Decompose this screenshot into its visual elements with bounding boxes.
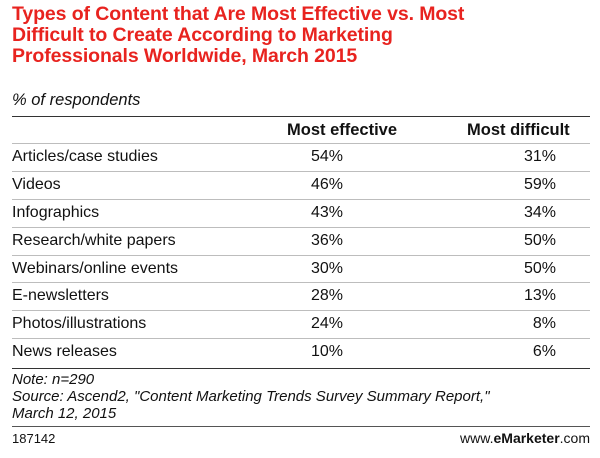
cell-most-effective: 24% [310,315,344,333]
row-label: Articles/case studies [12,148,158,165]
cell-most-effective: 54% [310,148,344,165]
row-label: Research/white papers [12,231,176,249]
table-row: Photos/illustrations 24% 8% [12,310,590,338]
cell-most-difficult: 31% [523,148,556,165]
row-label: Videos [12,175,61,193]
top-rule [12,116,590,117]
cell-most-difficult: 8% [532,315,556,333]
brand-logo: www.eMarketer.com [460,430,590,446]
cell-most-difficult: 50% [523,259,556,277]
cell-most-difficult: 34% [523,203,556,221]
brand-prefix: www. [460,430,494,446]
cell-most-effective: 36% [310,231,344,249]
brand-suffix: .com [559,430,590,446]
cell-most-effective: 46% [310,175,344,193]
row-label: Webinars/online events [12,259,179,277]
cell-most-difficult: 59% [523,175,556,193]
cell-most-difficult: 13% [523,287,556,305]
table-row: News releases 10% 6% [12,338,590,366]
table-row: Infographics 43% 34% [12,198,590,227]
table-row: Videos 46% 59% [12,170,590,199]
title-line-1: Types of Content that Are Most Effective… [12,3,465,25]
table-row: Articles/case studies 54% 31% [12,143,590,171]
chart-notes: Note: n=290 Source: Ascend2, "Content Ma… [12,371,587,422]
cell-most-difficult: 6% [532,343,556,361]
cell-most-effective: 28% [310,287,344,305]
footer-rule [12,426,590,427]
bottom-rule [12,368,590,369]
cell-most-effective: 10% [310,343,344,361]
note-sample: Note: n=290 [12,371,95,388]
brand-name: Marketer [501,430,560,446]
cell-most-effective: 30% [310,259,344,277]
table-row: Research/white papers 36% 50% [12,226,590,255]
row-label: Photos/illustrations [12,315,147,333]
chart-title: Types of Content that Are Most Effective… [12,4,592,67]
title-line-3: Professionals Worldwide, March 2015 [12,45,358,67]
table-row: E-newsletters 28% 13% [12,282,590,310]
table-body: Articles/case studies 54% 31% Videos 46% 59% I… [12,143,590,366]
chart-subtitle: % of respondents [12,91,141,109]
note-date: March 12, 2015 [12,405,117,422]
row-label: News releases [12,343,117,361]
cell-most-effective: 43% [310,203,344,221]
note-source: Source: Ascend2, "Content Marketing Tren… [12,388,490,405]
row-label: Infographics [12,203,100,221]
table-row: Webinars/online events 30% 50% [12,254,590,283]
column-header-most-difficult: Most difficult [467,121,570,139]
chart-id: 187142 [12,431,56,446]
cell-most-difficult: 50% [523,231,556,249]
column-header-most-effective: Most effective [287,121,398,139]
table-header: Most effective Most difficult [12,117,590,143]
brand-e: e [493,430,502,446]
data-table: Most effective Most difficult Articles/c… [12,117,590,366]
row-label: E-newsletters [12,287,109,305]
title-line-2: Difficult to Create According to Marketi… [12,24,393,46]
